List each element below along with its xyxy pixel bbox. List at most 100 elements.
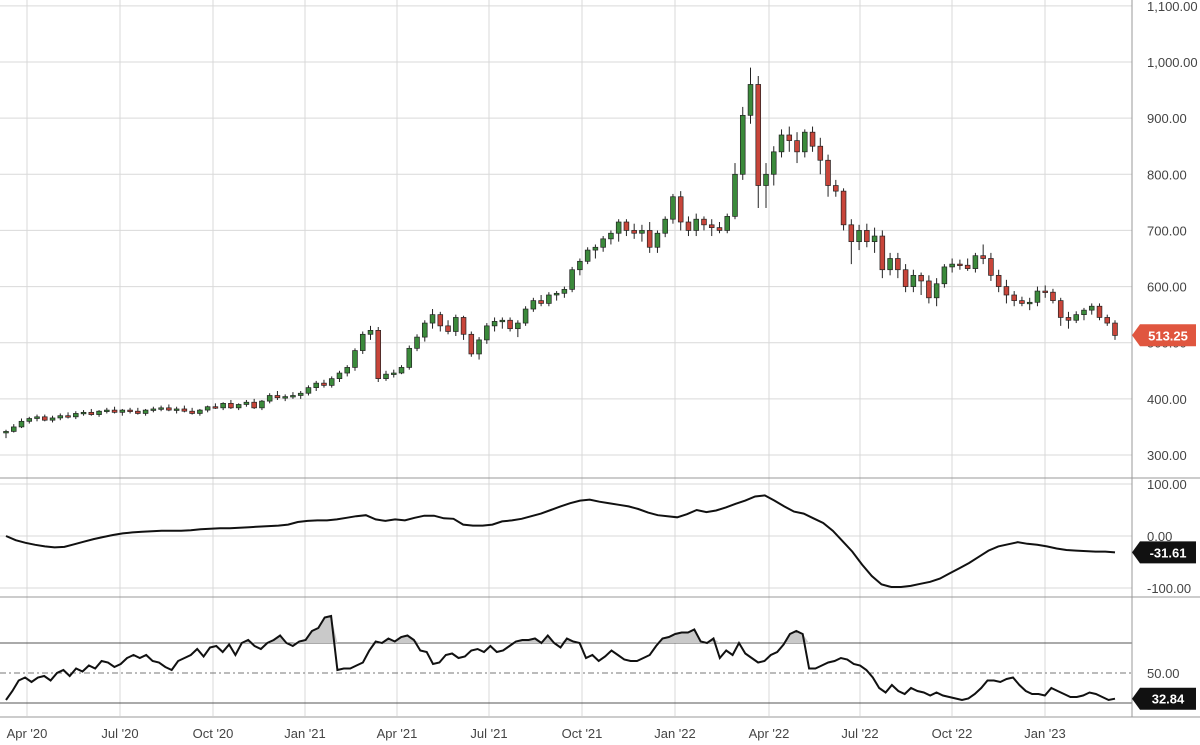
candle-body bbox=[716, 227, 723, 231]
candle bbox=[104, 407, 110, 414]
candle bbox=[414, 334, 420, 352]
candle-body bbox=[988, 258, 994, 276]
candle-body bbox=[321, 382, 327, 386]
oscillator-last-value-badge: -31.61 bbox=[1132, 541, 1196, 564]
candle-body bbox=[367, 330, 374, 335]
candle bbox=[197, 408, 203, 416]
candle-body bbox=[212, 406, 219, 409]
candle bbox=[600, 236, 606, 252]
candle-body bbox=[809, 131, 816, 147]
candle-body bbox=[871, 235, 878, 243]
candle-body bbox=[507, 319, 513, 330]
candle-body bbox=[538, 300, 544, 304]
candle bbox=[243, 399, 250, 407]
candle bbox=[895, 252, 901, 279]
candle bbox=[933, 278, 940, 307]
candle bbox=[507, 317, 513, 332]
price-tick-label: 1,000.00 bbox=[1147, 55, 1198, 70]
candle bbox=[957, 259, 963, 270]
price-last-value-badge: 513.25 bbox=[1132, 324, 1196, 347]
candle bbox=[739, 106, 746, 180]
candle-body bbox=[429, 314, 436, 324]
candle-body bbox=[453, 317, 459, 332]
candle-body bbox=[166, 407, 172, 411]
candle bbox=[771, 146, 777, 186]
candle bbox=[809, 126, 816, 152]
candle-body bbox=[701, 218, 707, 226]
candle-body bbox=[197, 409, 203, 414]
candle-body bbox=[910, 274, 917, 287]
candle-body bbox=[266, 395, 273, 402]
candle bbox=[995, 269, 1002, 293]
candle bbox=[127, 407, 133, 414]
candle bbox=[1042, 285, 1048, 298]
candle bbox=[73, 411, 79, 420]
candle bbox=[328, 376, 335, 388]
candle-body bbox=[887, 258, 893, 271]
candle-body bbox=[111, 409, 118, 413]
candle bbox=[437, 311, 444, 332]
candle bbox=[88, 408, 95, 416]
candle bbox=[321, 379, 327, 388]
candle bbox=[584, 247, 591, 265]
candle-body bbox=[584, 249, 591, 262]
candle-body bbox=[755, 84, 762, 186]
candle bbox=[111, 406, 118, 414]
candle bbox=[49, 415, 56, 423]
candle bbox=[336, 370, 343, 383]
candle-body bbox=[290, 395, 296, 398]
candle bbox=[212, 403, 219, 409]
candle bbox=[1065, 311, 1072, 329]
candle bbox=[1073, 311, 1079, 324]
candle-body bbox=[685, 221, 692, 231]
candle-body bbox=[1019, 300, 1025, 304]
candle bbox=[786, 126, 793, 152]
candle-body bbox=[1065, 317, 1072, 321]
candle-body bbox=[391, 372, 397, 375]
candle-body bbox=[135, 410, 141, 414]
candle bbox=[476, 337, 482, 360]
candle-body bbox=[856, 230, 862, 243]
candle-body bbox=[26, 418, 33, 422]
candle-body bbox=[96, 410, 102, 415]
candle-body bbox=[732, 173, 738, 217]
candle-body bbox=[375, 330, 382, 379]
candle-body bbox=[34, 416, 40, 419]
candle-body bbox=[600, 238, 606, 248]
candle bbox=[802, 129, 808, 158]
candle-body bbox=[88, 411, 95, 415]
candle bbox=[910, 269, 917, 293]
candle bbox=[515, 320, 521, 338]
candle bbox=[468, 331, 475, 357]
candle bbox=[964, 258, 971, 271]
candle-body bbox=[445, 325, 451, 332]
candle bbox=[166, 404, 172, 412]
candle bbox=[1088, 303, 1095, 315]
momentum-last-value-badge: 32.84 bbox=[1132, 687, 1196, 710]
candle bbox=[189, 407, 195, 415]
candle-body bbox=[546, 294, 552, 304]
momentum-last-value-badge-text: 32.84 bbox=[1152, 692, 1185, 707]
candle bbox=[150, 406, 157, 413]
candle-body bbox=[677, 196, 684, 223]
candle-body bbox=[414, 336, 420, 349]
candle-body bbox=[708, 224, 715, 228]
price-tick-label: 400.00 bbox=[1147, 392, 1187, 407]
oscillator-line bbox=[5, 494, 1116, 588]
candle bbox=[623, 219, 630, 237]
candle bbox=[794, 132, 800, 164]
candle bbox=[422, 320, 428, 342]
candle-body bbox=[553, 292, 560, 296]
candle-body bbox=[771, 151, 777, 175]
candle bbox=[297, 390, 304, 399]
x-tick-label: Jul '22 bbox=[841, 726, 878, 741]
candle-body bbox=[460, 317, 467, 335]
candle bbox=[1011, 291, 1017, 307]
candle-body bbox=[933, 283, 940, 299]
x-tick-label: Jan '23 bbox=[1024, 726, 1066, 741]
candle-body bbox=[802, 131, 808, 153]
x-tick-label: Jul '20 bbox=[101, 726, 138, 741]
candle bbox=[592, 244, 599, 259]
candle bbox=[887, 252, 893, 276]
candle-body bbox=[941, 266, 948, 285]
